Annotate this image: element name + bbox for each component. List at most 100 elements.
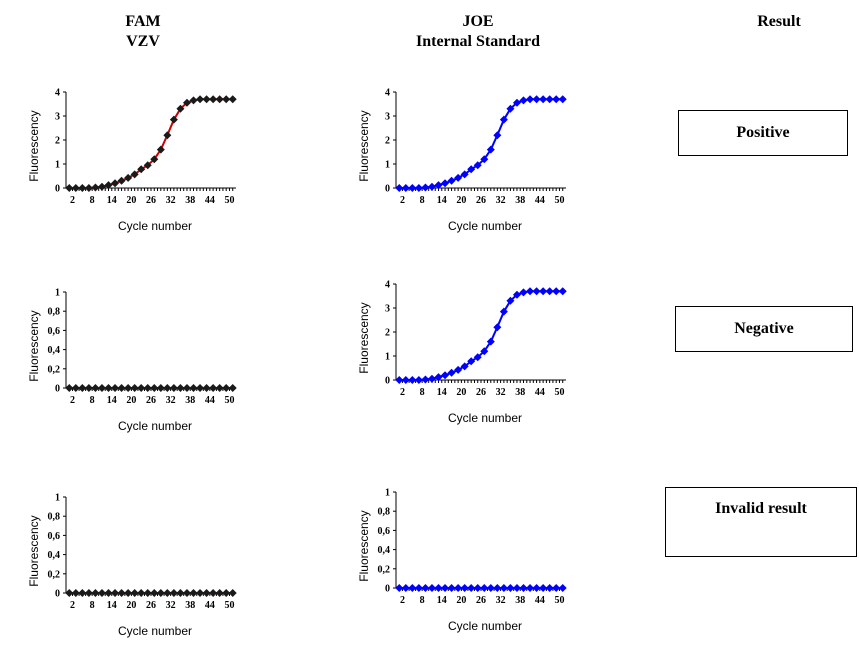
y-tick-label: 2: [385, 328, 390, 339]
chart-joe-row3: 0 0,2 0,4 0,6 0,8 1 2 8 14 20 26 32 38 44 50 Cycle numb…: [330, 470, 590, 655]
x-tick-label: 26: [476, 195, 486, 206]
x-tick-label: 38: [515, 595, 525, 606]
joe-header-line1: JOE: [383, 12, 573, 32]
joe-header-line2: Internal Standard: [383, 32, 573, 52]
x-tick-label: 8: [90, 395, 95, 406]
fam-header-line2: VZV: [103, 32, 183, 52]
y-tick-label: 4: [385, 88, 390, 99]
y-tick-label: 1: [385, 352, 390, 363]
y-tick-label: 1: [385, 160, 390, 171]
x-tick-label: 44: [535, 195, 545, 206]
x-tick-label: 20: [456, 195, 466, 206]
x-tick-label: 44: [205, 195, 215, 206]
y-tick-label: 0,8: [378, 507, 391, 518]
x-tick-label: 38: [185, 195, 195, 206]
x-tick-label: 8: [420, 595, 425, 606]
y-tick-label: 1: [385, 488, 390, 499]
y-tick-label: 0: [55, 184, 60, 195]
data-point: [520, 96, 528, 104]
x-tick-label: 14: [107, 195, 117, 206]
y-tick-label: 2: [385, 136, 390, 147]
x-tick-label: 26: [146, 195, 156, 206]
chart-joe-row2: 012342 8 14 20 26 32 38 44 50Cycle numberFluores…: [330, 262, 590, 447]
data-point: [190, 96, 198, 104]
x-tick-label: 2: [70, 395, 75, 406]
data-point: [493, 323, 501, 331]
x-tick-label: 20: [126, 195, 136, 206]
data-point: [441, 179, 449, 187]
y-tick-label: 4: [385, 280, 390, 291]
x-tick-label: 38: [515, 195, 525, 206]
x-tick-label: 26: [476, 387, 486, 398]
fam-header: FAM VZV: [103, 12, 183, 52]
x-tick-label: 50: [224, 195, 234, 206]
x-tick-label: 44: [535, 595, 545, 606]
x-tick-label: 50: [224, 600, 234, 611]
y-tick-label: 0: [55, 589, 60, 600]
x-tick-label: 14: [437, 595, 447, 606]
x-tick-label: 38: [185, 395, 195, 406]
y-tick-label: 0,6: [378, 526, 391, 537]
y-tick-label: 0,2: [48, 364, 61, 375]
x-tick-label: 26: [146, 395, 156, 406]
x-tick-label: 32: [166, 600, 176, 611]
y-axis-label: Fluorescency: [357, 302, 371, 373]
x-tick-label: 20: [456, 387, 466, 398]
data-point: [559, 95, 567, 103]
data-point: [441, 371, 449, 379]
y-tick-label: 0: [55, 384, 60, 395]
x-tick-label: 20: [456, 595, 466, 606]
y-tick-label: 0,4: [48, 550, 61, 561]
y-tick-label: 0,4: [48, 345, 61, 356]
y-axis-label: Fluorescency: [27, 515, 41, 586]
x-tick-label: 26: [146, 600, 156, 611]
data-point: [493, 131, 501, 139]
y-tick-label: 0,8: [48, 307, 61, 318]
x-tick-label: 2: [400, 387, 405, 398]
x-tick-label: 50: [554, 595, 564, 606]
data-point: [559, 287, 567, 295]
result-positive-label: Positive: [736, 124, 789, 141]
y-tick-label: 0,2: [378, 564, 391, 575]
x-tick-label: 26: [476, 595, 486, 606]
data-point: [229, 95, 237, 103]
x-tick-label: 14: [107, 395, 117, 406]
y-axis-label: Fluorescency: [357, 510, 371, 581]
x-tick-label: 44: [205, 395, 215, 406]
x-tick-label: 38: [185, 600, 195, 611]
y-tick-label: 0: [385, 184, 390, 195]
y-tick-label: 1: [55, 493, 60, 504]
y-tick-label: 2: [55, 136, 60, 147]
chart-fam-row2: 0 0,2 0,4 0,6 0,8 1 2 8 14 20 26 32 38 44 50 Cycle numb…: [0, 270, 260, 455]
y-tick-label: 0,8: [48, 512, 61, 523]
x-axis-label: Cycle number: [118, 219, 192, 233]
result-negative-label: Negative: [734, 320, 794, 337]
x-axis-label: Cycle number: [118, 419, 192, 433]
x-axis-label: Cycle number: [118, 624, 192, 638]
y-tick-label: 0,4: [378, 545, 391, 556]
y-axis-label: Fluorescency: [357, 110, 371, 181]
result-invalid-box: Invalid result: [665, 487, 857, 557]
y-tick-label: 3: [55, 112, 60, 123]
x-tick-label: 14: [437, 387, 447, 398]
x-tick-label: 44: [535, 387, 545, 398]
y-tick-label: 0: [385, 376, 390, 387]
chart-fam-row1: 012342 8 14 20 26 32 38 44 50Cycle numberFluores…: [0, 70, 260, 255]
x-tick-label: 2: [70, 600, 75, 611]
x-tick-label: 32: [496, 387, 506, 398]
y-tick-label: 3: [385, 304, 390, 315]
x-tick-label: 38: [515, 387, 525, 398]
x-tick-label: 32: [496, 595, 506, 606]
x-tick-label: 50: [554, 387, 564, 398]
x-axis-label: Cycle number: [448, 619, 522, 633]
x-tick-label: 8: [90, 600, 95, 611]
x-axis-label: Cycle number: [448, 219, 522, 233]
y-tick-label: 4: [55, 88, 60, 99]
result-header: Result: [729, 12, 829, 32]
data-point: [163, 131, 171, 139]
result-negative-box: Negative: [675, 306, 853, 352]
y-tick-label: 0: [385, 584, 390, 595]
x-tick-label: 20: [126, 395, 136, 406]
series-line: [399, 99, 562, 188]
x-tick-label: 2: [400, 195, 405, 206]
